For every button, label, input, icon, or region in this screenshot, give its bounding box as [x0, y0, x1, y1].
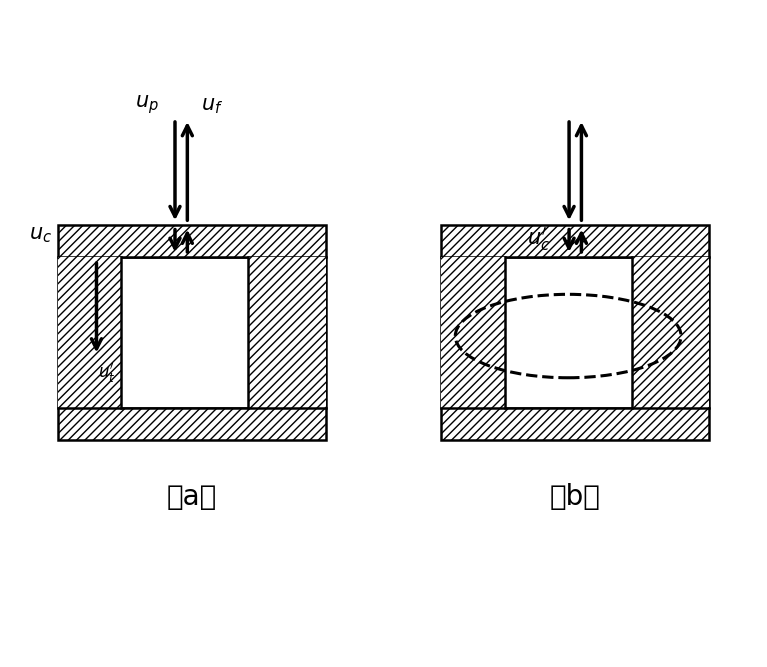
Text: $u_c'$: $u_c'$	[528, 225, 551, 253]
Text: $u_c$: $u_c$	[29, 225, 52, 245]
Text: （b）: （b）	[550, 482, 601, 510]
Bar	[441, 257, 709, 408]
Bar	[441, 408, 709, 440]
Text: $u_p$: $u_p$	[135, 93, 159, 115]
Bar	[58, 257, 121, 408]
Text: （a）: （a）	[166, 482, 217, 510]
Bar	[58, 408, 326, 440]
Text: $u_f$: $u_f$	[201, 96, 223, 115]
Bar	[632, 257, 709, 408]
Bar	[441, 225, 709, 257]
Text: $u_t'$: $u_t'$	[98, 361, 116, 385]
Bar	[441, 257, 505, 408]
Bar	[249, 257, 326, 408]
Bar	[58, 257, 326, 408]
Bar	[58, 225, 326, 257]
